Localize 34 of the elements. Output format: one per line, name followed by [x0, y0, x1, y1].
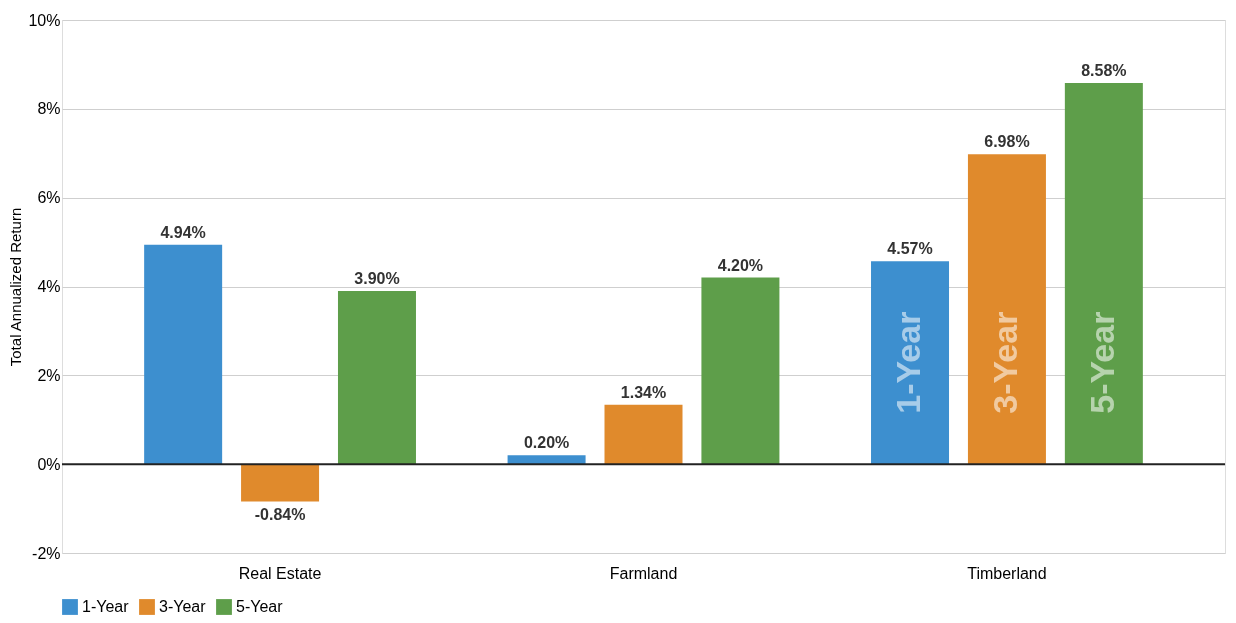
bar	[144, 244, 223, 465]
x-tick-label: Real Estate	[238, 564, 322, 582]
data-label: 8.58%	[1081, 62, 1127, 80]
bar	[337, 290, 416, 465]
y-tick-label: 6%	[37, 189, 61, 207]
data-label: 3.90%	[354, 269, 400, 287]
legend-label: 3-Year	[159, 598, 207, 615]
data-label: 1.34%	[620, 383, 667, 401]
y-tick-label: 8%	[37, 100, 61, 118]
data-label: 4.20%	[717, 256, 764, 274]
data-label: 4.94%	[160, 223, 206, 241]
annotation: 1-Year	[889, 311, 928, 414]
annotation: 3-Year	[985, 311, 1024, 414]
bar	[967, 154, 1046, 465]
bar	[604, 404, 683, 465]
data-label: -0.84%	[254, 506, 306, 524]
data-label: 4.57%	[887, 240, 933, 258]
x-tick-label: Timberland	[967, 564, 1047, 582]
x-tick-label: Farmland	[609, 564, 678, 582]
bar	[241, 464, 320, 502]
y-axis-title: Total Annualized Return	[7, 207, 25, 367]
legend-label: 5-Year	[236, 598, 284, 615]
annotation: 5-Year	[1082, 311, 1121, 414]
y-tick-label: 4%	[37, 278, 61, 295]
data-label: 6.98%	[984, 133, 1030, 151]
bar	[871, 261, 950, 465]
y-tick-label: -2%	[32, 544, 61, 562]
bar	[1064, 83, 1143, 465]
legend-label: 1-Year	[82, 598, 130, 615]
data-label: 0.20%	[523, 434, 570, 452]
y-tick-label: 0%	[37, 455, 61, 473]
y-tick-label: 10%	[28, 11, 61, 29]
bar	[701, 277, 780, 465]
y-tick-label: 2%	[37, 366, 61, 384]
